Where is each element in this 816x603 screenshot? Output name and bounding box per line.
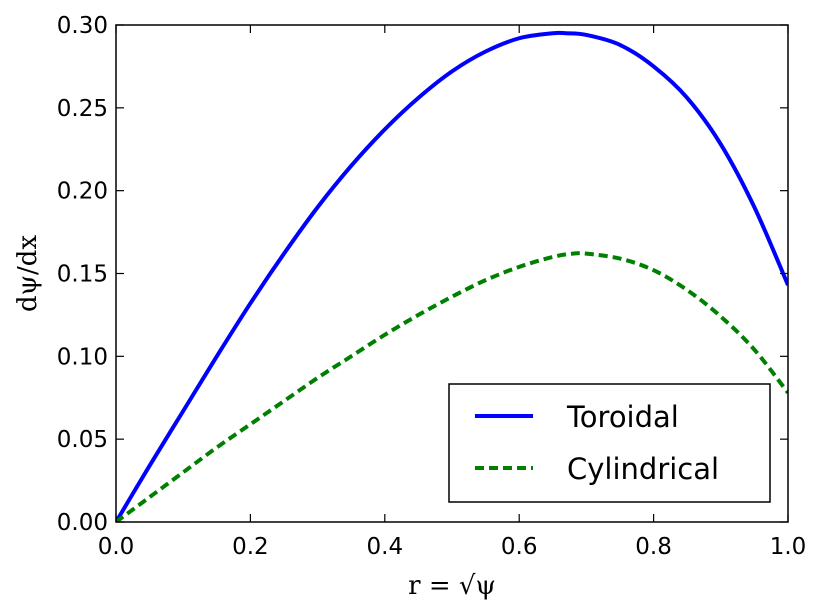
y-axis-label: dψ/dx — [13, 235, 43, 312]
series-layer — [116, 30, 788, 522]
y-tick-label: 0.15 — [57, 262, 108, 288]
x-tick-label: 0.2 — [232, 534, 269, 560]
y-tick-label: 0.05 — [57, 427, 108, 453]
x-tick-label: 0.0 — [98, 534, 135, 560]
x-tick-label: 1.0 — [770, 534, 807, 560]
legend-entries: Toroidal Cylindrical — [475, 400, 719, 486]
y-tick-label: 0.30 — [57, 13, 108, 39]
x-tick-label: 0.8 — [635, 534, 672, 560]
y-tick-label: 0.25 — [57, 96, 108, 122]
legend-box — [448, 383, 771, 503]
x-tick-label: 0.6 — [501, 534, 538, 560]
legend-label-toroidal: Toroidal — [566, 400, 679, 434]
legend-label-cylindrical: Cylindrical — [567, 452, 719, 486]
y-tick-label: 0.20 — [57, 179, 108, 205]
legend: Toroidal Cylindrical — [448, 383, 771, 503]
y-tick-label: 0.00 — [57, 510, 108, 536]
series-line-cylindrical — [116, 251, 788, 522]
series-line-toroidal — [116, 30, 788, 522]
x-axis-label: r = √ψ — [408, 571, 496, 601]
x-tick-label: 0.4 — [367, 534, 404, 560]
axis-ticks: 0.0 0.2 0.4 0.6 0.8 1.0 0.00 0.05 0.10 0.15 0.20 0.… — [57, 13, 807, 560]
y-tick-label: 0.10 — [57, 344, 108, 370]
